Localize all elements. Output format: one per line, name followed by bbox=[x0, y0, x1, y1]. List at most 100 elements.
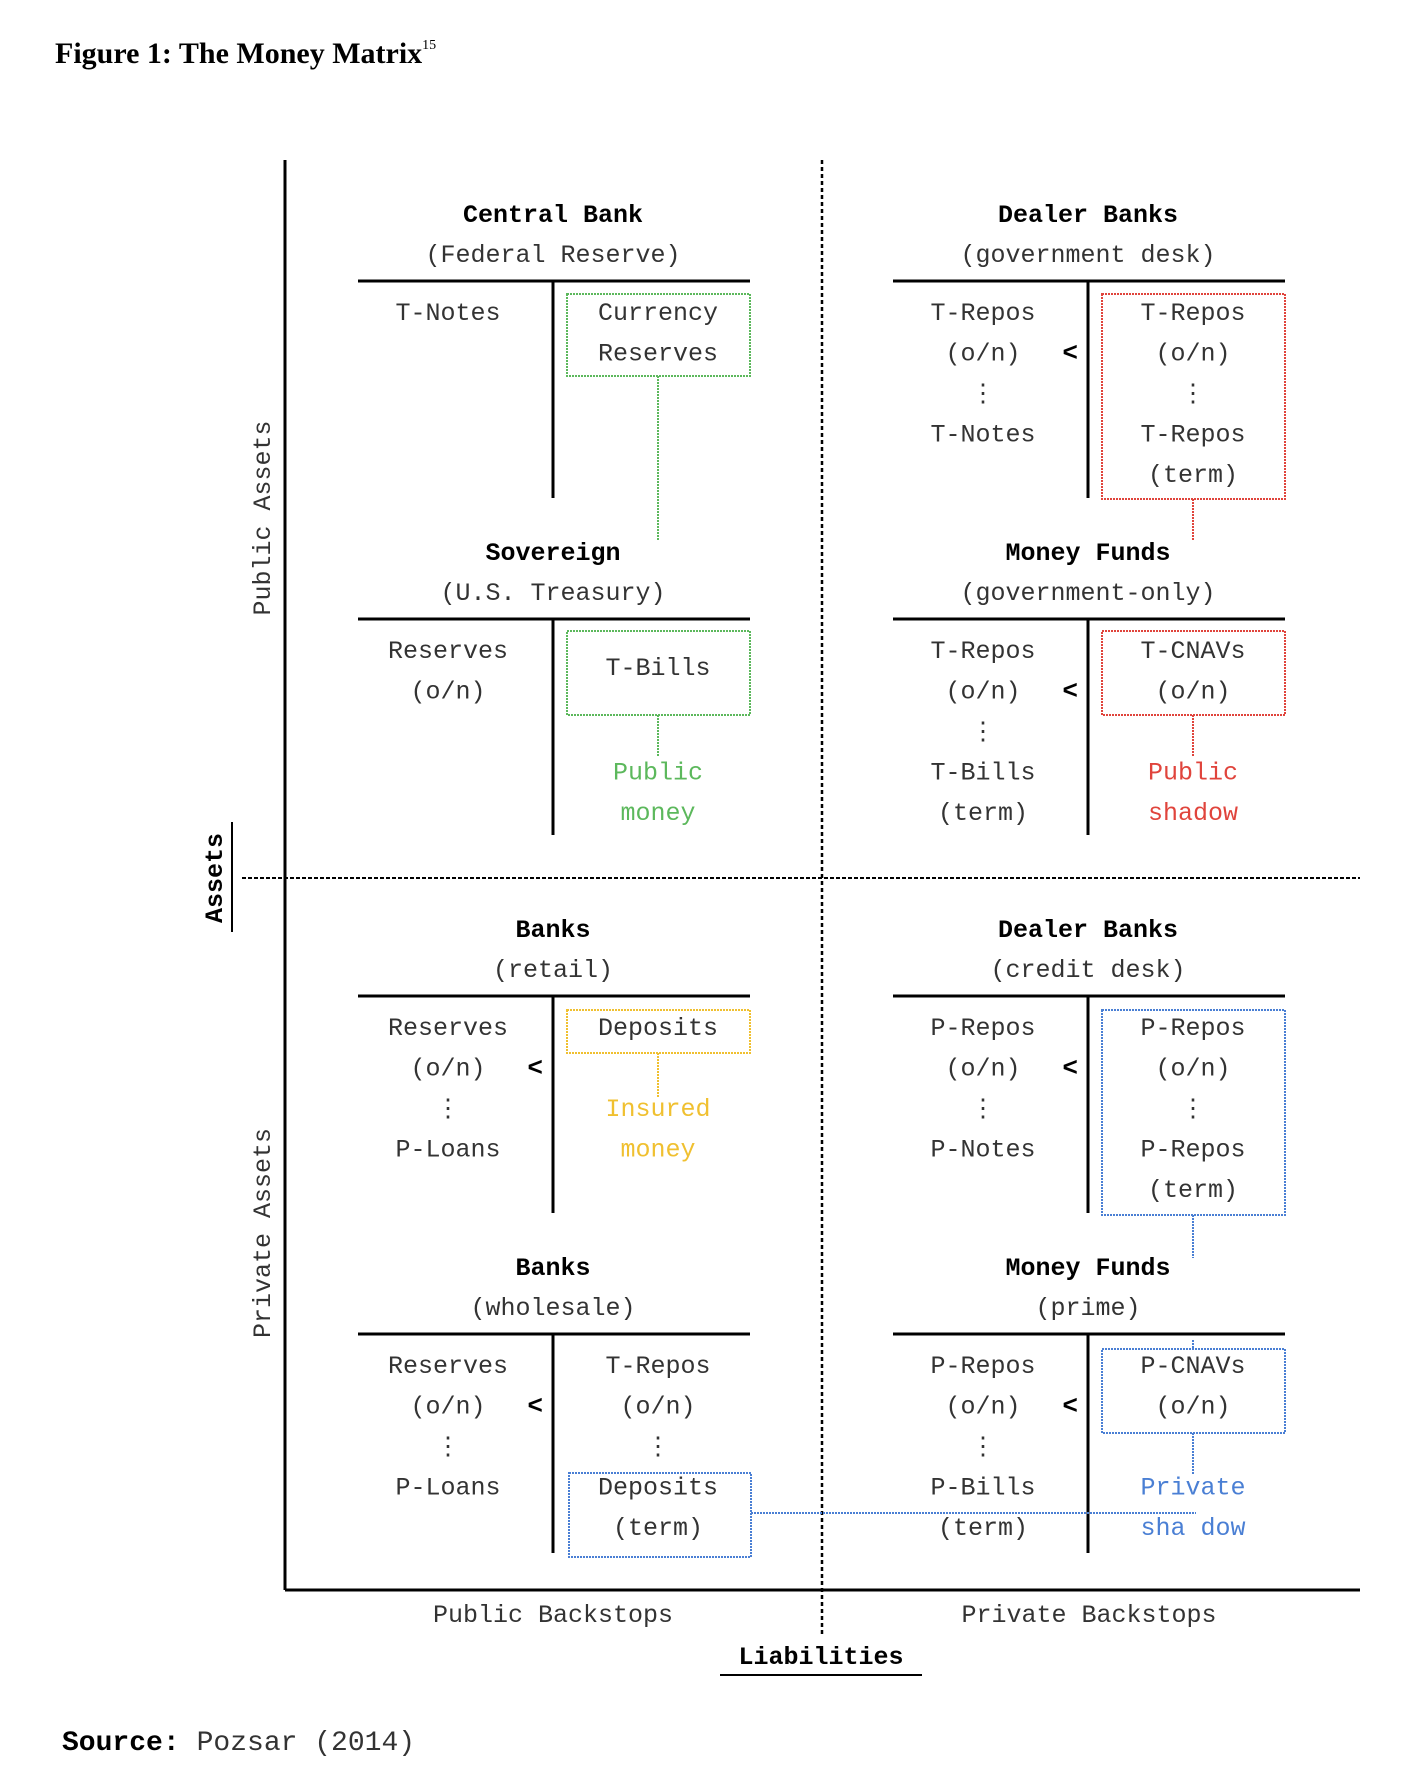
liability-item: ⋮ bbox=[646, 1433, 671, 1462]
panel-title: Banks bbox=[515, 1254, 590, 1283]
asset-item: P-Repos bbox=[930, 1352, 1035, 1381]
liability-item: (term) bbox=[1148, 461, 1238, 490]
asset-item: (o/n) bbox=[410, 1393, 485, 1422]
liability-item: P-Repos bbox=[1140, 1136, 1245, 1165]
box-deposits-term bbox=[568, 1472, 752, 1558]
panel-central-bank: Central Bank (Federal Reserve) T-Notes Curr… bbox=[358, 201, 750, 498]
comparator-less-than: < bbox=[1062, 1054, 1078, 1084]
liability-item: T-Bills bbox=[605, 654, 710, 683]
liability-item: Deposits bbox=[598, 1474, 718, 1503]
asset-item: ⋮ bbox=[436, 1095, 461, 1124]
panel-subtitle: (retail) bbox=[493, 956, 613, 985]
panel-title: Sovereign bbox=[485, 539, 620, 568]
asset-item: ⋮ bbox=[436, 1433, 461, 1462]
panel-subtitle: (credit desk) bbox=[990, 956, 1185, 985]
asset-item: Reserves bbox=[388, 1014, 508, 1043]
liability-item: T-Repos bbox=[1140, 299, 1245, 328]
panel-mmf-prime: Money Funds (prime)P-Repos (o/n) ⋮ P-Bills (t… bbox=[893, 1254, 1285, 1553]
panel-title: Banks bbox=[515, 916, 590, 945]
asset-item: P-Bills bbox=[930, 1474, 1035, 1503]
t-accounts: Central Bank (Federal Reserve) T-Notes Curr… bbox=[358, 201, 1285, 1553]
axis-label-liabilities: Liabilities bbox=[738, 1643, 903, 1672]
axis-label-public-assets: Public Assets bbox=[249, 420, 278, 615]
asset-item: (term) bbox=[938, 1514, 1028, 1543]
liability-item: T-CNAVs bbox=[1140, 637, 1245, 666]
note-yellow: money bbox=[620, 1136, 695, 1165]
comparator-less-than: < bbox=[527, 1392, 543, 1422]
axis-label-public-backstops: Public Backstops bbox=[433, 1601, 673, 1630]
highlight-boxes bbox=[566, 293, 1286, 1558]
panel-subtitle: (U.S. Treasury) bbox=[440, 579, 665, 608]
asset-item: T-Notes bbox=[930, 421, 1035, 450]
axis-label-private-assets: Private Assets bbox=[249, 1128, 278, 1338]
liability-item: ⋮ bbox=[1181, 380, 1206, 409]
box-t-repos-dealer-gov bbox=[1101, 293, 1286, 500]
figure-title-superscript: 15 bbox=[422, 38, 436, 53]
note-green: money bbox=[620, 799, 695, 828]
liability-item: Currency bbox=[598, 299, 718, 328]
panel-subtitle: (Federal Reserve) bbox=[425, 241, 680, 270]
asset-item: ⋮ bbox=[971, 380, 996, 409]
comparator-less-than: < bbox=[1062, 1392, 1078, 1422]
asset-item: (o/n) bbox=[945, 340, 1020, 369]
source-line: Source: Pozsar (2014) bbox=[62, 1728, 415, 1759]
note-green: Public bbox=[613, 759, 703, 788]
liability-item: (term) bbox=[613, 1514, 703, 1543]
liability-item: (o/n) bbox=[1155, 340, 1230, 369]
comparator-less-than: < bbox=[527, 1054, 543, 1084]
liability-item: ⋮ bbox=[1181, 1095, 1206, 1124]
asset-item: P-Loans bbox=[395, 1136, 500, 1165]
panel-subtitle: (prime) bbox=[1035, 1294, 1140, 1323]
panel-title: Dealer Banks bbox=[998, 201, 1178, 230]
panel-banks-retail: Banks (retail) Reserves (o/n) ⋮ P-Loans Deposi… bbox=[358, 916, 750, 1213]
note-yellow: Insured bbox=[605, 1095, 710, 1124]
asset-item: (term) bbox=[938, 799, 1028, 828]
asset-item: P-Repos bbox=[930, 1014, 1035, 1043]
asset-item: (o/n) bbox=[410, 1055, 485, 1084]
asset-item: ⋮ bbox=[971, 1433, 996, 1462]
asset-item: P-Loans bbox=[395, 1474, 500, 1503]
asset-item: Reserves bbox=[388, 637, 508, 666]
note-blue: Private bbox=[1140, 1474, 1245, 1503]
liability-item: Deposits bbox=[598, 1014, 718, 1043]
comparator-less-than: < bbox=[1062, 339, 1078, 369]
panel-dealer-gov: Dealer Banks (government desk) T-Repos (o/n… bbox=[893, 201, 1285, 498]
liability-item: T-Repos bbox=[1140, 421, 1245, 450]
asset-item: T-Bills bbox=[930, 759, 1035, 788]
panel-banks-wholesale: Banks (wholesale) Reserves (o/n) ⋮ P-Loans T-R… bbox=[358, 1254, 750, 1553]
asset-item: (o/n) bbox=[945, 678, 1020, 707]
box-p-repos-dealer-credit bbox=[1101, 1009, 1286, 1216]
note-red: shadow bbox=[1148, 799, 1238, 828]
source-label: Source: bbox=[62, 1728, 180, 1759]
liability-item: (term) bbox=[1148, 1176, 1238, 1205]
panel-mmf-gov: Money Funds (government-only) T-Repos (o/n)… bbox=[893, 539, 1285, 835]
asset-item: (o/n) bbox=[945, 1393, 1020, 1422]
panel-title: Money Funds bbox=[1005, 539, 1170, 568]
liability-item: (o/n) bbox=[1155, 1055, 1230, 1084]
box-currency-reserves bbox=[566, 293, 751, 377]
asset-item: P-Notes bbox=[930, 1136, 1035, 1165]
asset-item: T-Repos bbox=[930, 299, 1035, 328]
panel-title: Central Bank bbox=[463, 201, 643, 230]
panel-subtitle: (government-only) bbox=[960, 579, 1215, 608]
liability-item: T-Repos bbox=[605, 1352, 710, 1381]
asset-item: (o/n) bbox=[945, 1055, 1020, 1084]
asset-item: (o/n) bbox=[410, 678, 485, 707]
axis-label-private-backstops: Private Backstops bbox=[961, 1601, 1216, 1630]
asset-item: Reserves bbox=[388, 1352, 508, 1381]
panel-title: Dealer Banks bbox=[998, 916, 1178, 945]
note-blue: sha dow bbox=[1140, 1514, 1245, 1543]
liability-item: (o/n) bbox=[1155, 1393, 1230, 1422]
panel-subtitle: (government desk) bbox=[960, 241, 1215, 270]
panel-sovereign: Sovereign (U.S. Treasury) Reserves (o/n) T-B… bbox=[358, 539, 750, 835]
source-text: Pozsar (2014) bbox=[197, 1728, 415, 1759]
liability-item: (o/n) bbox=[620, 1393, 695, 1422]
asset-item: ⋮ bbox=[971, 1095, 996, 1124]
liability-item: P-Repos bbox=[1140, 1014, 1245, 1043]
asset-item: T-Repos bbox=[930, 637, 1035, 666]
panel-title: Money Funds bbox=[1005, 1254, 1170, 1283]
comparator-less-than: < bbox=[1062, 677, 1078, 707]
asset-item: T-Notes bbox=[395, 299, 500, 328]
panel-dealer-credit: Dealer Banks (credit desk) P-Repos (o/n) ⋮ P-… bbox=[893, 916, 1285, 1213]
